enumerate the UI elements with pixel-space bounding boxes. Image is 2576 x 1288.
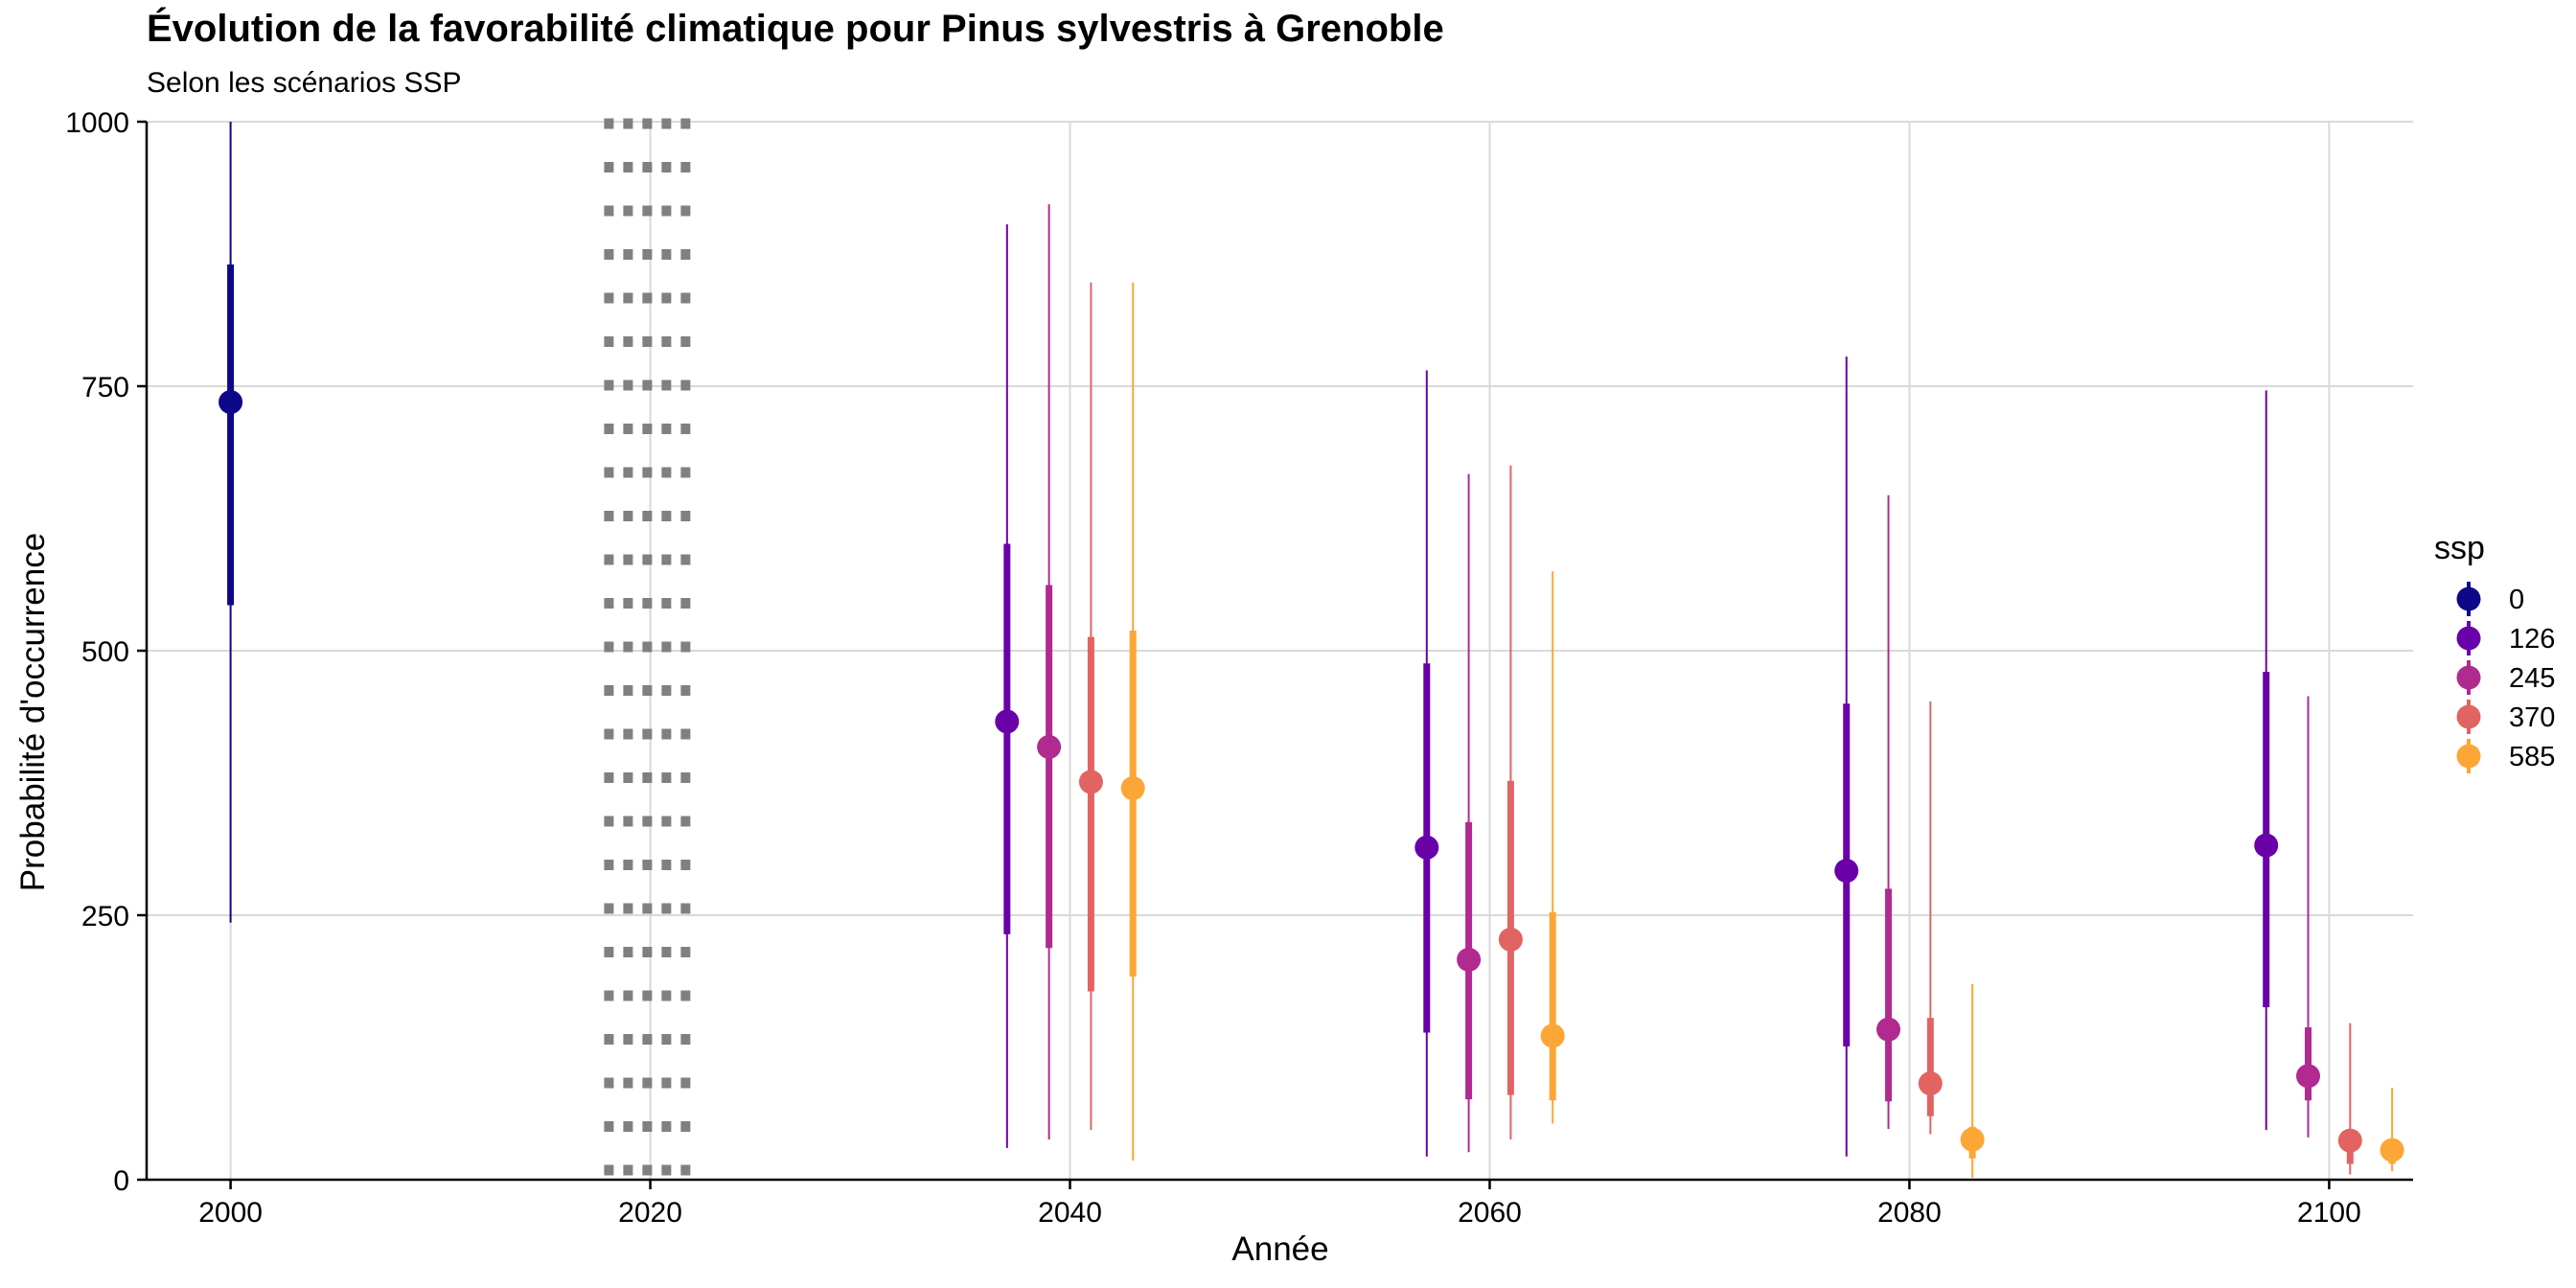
median-point-ssp-126	[995, 709, 1020, 734]
median-point-ssp-370	[1078, 770, 1103, 794]
legend-label-ssp-126: 126	[2509, 624, 2555, 655]
x-tick-label: 2020	[618, 1197, 682, 1229]
legend-key-ssp-370	[2456, 704, 2481, 729]
y-tick-label: 1000	[65, 107, 129, 139]
x-tick-label: 2040	[1038, 1197, 1102, 1229]
median-point-ssp-585	[2380, 1138, 2404, 1162]
median-point-ssp-370	[1918, 1071, 1943, 1096]
legend: ssp 0 126 245 370 585	[2434, 530, 2555, 773]
median-point-ssp-245	[1876, 1017, 1901, 1042]
median-point-ssp-585	[1120, 776, 1145, 801]
chart-subtitle: Selon les scénarios SSP	[147, 67, 462, 99]
axes: 0 250 500 750 1000 2000 2020 2040 2060 2080 2100	[65, 107, 2413, 1229]
x-tick-label: 2000	[198, 1197, 263, 1229]
median-point-ssp-0	[218, 390, 243, 415]
x-tick-label: 2100	[2297, 1197, 2361, 1229]
y-tick-label: 750	[81, 372, 129, 403]
median-point-ssp-126	[2254, 833, 2279, 858]
legend-label-ssp-370: 370	[2509, 702, 2555, 733]
median-point-ssp-126	[1834, 859, 1859, 884]
legend-title: ssp	[2434, 530, 2485, 566]
data-series	[218, 122, 2404, 1178]
y-tick-label: 250	[81, 901, 129, 932]
x-tick-label: 2080	[1877, 1197, 1942, 1229]
legend-label-ssp-585: 585	[2509, 742, 2555, 772]
median-point-ssp-245	[2296, 1064, 2321, 1089]
median-point-ssp-585	[1540, 1024, 1565, 1048]
chart-title: Évolution de la favorabilité climatique …	[147, 8, 1444, 50]
legend-label-ssp-245: 245	[2509, 663, 2555, 694]
legend-key-ssp-585	[2456, 744, 2481, 769]
x-axis-title: Année	[1231, 1230, 1328, 1268]
y-tick-label: 0	[113, 1165, 129, 1197]
median-point-ssp-370	[1498, 927, 1523, 952]
median-point-ssp-585	[1960, 1127, 1985, 1152]
legend-key-ssp-245	[2456, 665, 2481, 690]
grid-lines	[147, 121, 2413, 1181]
median-point-ssp-245	[1457, 947, 1482, 972]
reference-band	[604, 118, 697, 1176]
median-point-ssp-245	[1037, 734, 1062, 759]
median-point-ssp-126	[1414, 835, 1439, 860]
legend-key-ssp-126	[2456, 626, 2481, 651]
legend-label-ssp-0: 0	[2509, 585, 2524, 615]
y-axis-title: Probabilité d'occurrence	[14, 533, 52, 891]
y-tick-label: 500	[81, 636, 129, 668]
x-tick-label: 2060	[1458, 1197, 1522, 1229]
median-point-ssp-370	[2337, 1128, 2362, 1153]
legend-key-ssp-0	[2456, 586, 2481, 611]
